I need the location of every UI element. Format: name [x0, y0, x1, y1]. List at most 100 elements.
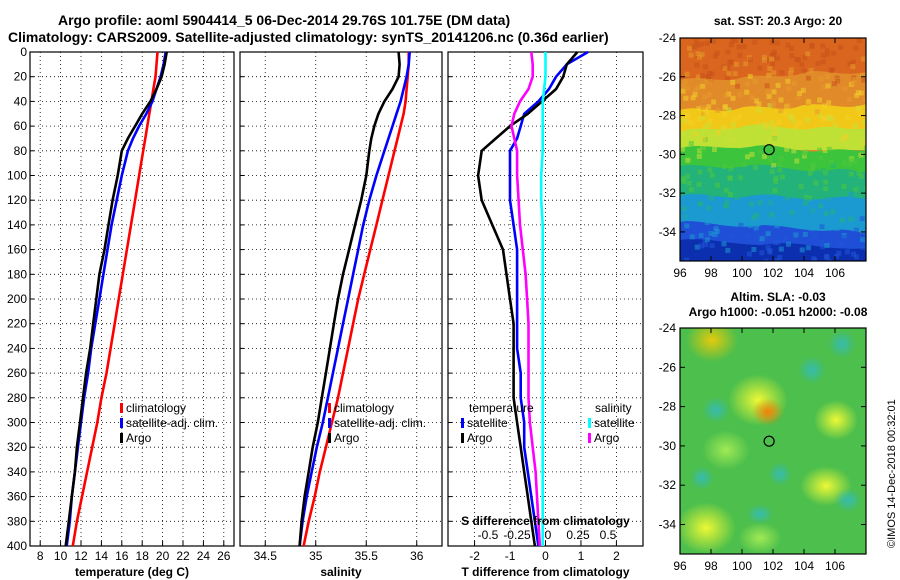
argo-position-marker	[763, 144, 775, 156]
sst-pixel	[773, 179, 779, 185]
sst-pixel	[778, 209, 784, 215]
x-tick-label: 24	[197, 549, 211, 563]
sst-pixel	[696, 116, 702, 122]
sst-pixel	[777, 162, 783, 168]
sst-pixel	[762, 234, 768, 240]
temp-legend-1-swatch	[120, 418, 123, 428]
map-subtitle: Argo h1000: -0.051 h2000: -0.08	[689, 305, 868, 319]
sst-pixel	[862, 141, 866, 146]
sst-pixel	[853, 202, 859, 208]
x-axis-label: salinity	[320, 565, 362, 579]
sst-pixel	[863, 204, 866, 210]
sst-pixel	[696, 153, 702, 159]
sst-pixel	[763, 258, 769, 261]
sst-pixel	[725, 136, 731, 142]
sst-pixel	[749, 95, 755, 101]
x-axis-label: T difference from climatology	[461, 565, 629, 579]
sst-pixel	[693, 39, 699, 45]
sst-pixel	[725, 49, 731, 55]
sst-pixel	[814, 109, 820, 115]
sst-pixel	[857, 110, 863, 116]
sst-pixel	[841, 235, 847, 241]
sst-pixel	[863, 183, 866, 189]
sst-pixel	[685, 114, 691, 119]
sst-pixel	[722, 65, 728, 71]
top-tick-label: -0.25	[503, 528, 531, 542]
sst-pixel	[694, 62, 700, 68]
sst-pixel	[780, 174, 785, 180]
sst-pixel	[726, 71, 732, 77]
sst-pixel	[823, 206, 829, 212]
sst-pixel	[699, 52, 705, 58]
sst-pixel	[851, 77, 857, 83]
sst-pixel	[684, 223, 690, 229]
sst-pixel	[755, 221, 761, 227]
sst-pixel	[775, 239, 781, 245]
sst-pixel	[818, 155, 824, 161]
sst-pixel	[854, 218, 860, 224]
sst-pixel	[708, 187, 714, 193]
sst-pixel	[742, 162, 748, 168]
sst-pixel	[822, 148, 828, 153]
sst-pixel	[821, 84, 827, 90]
top-tick-label: 0	[545, 528, 552, 542]
sst-pixel	[791, 148, 797, 154]
sst-pixel	[769, 212, 775, 218]
sst-pixel	[771, 89, 777, 95]
sst-pixel	[858, 152, 864, 158]
sst-pixel	[714, 228, 720, 234]
sst-pixel	[795, 94, 801, 100]
sst-pixel	[680, 176, 686, 182]
map-y-tick-label: -28	[659, 109, 677, 123]
sst-pixel	[744, 256, 750, 261]
sst-pixel	[774, 40, 780, 46]
sst-pixel	[706, 70, 712, 76]
sst-pixel	[746, 128, 752, 133]
sst-pixel	[850, 64, 856, 70]
sst-pixel	[757, 200, 763, 206]
sst-pixel	[782, 236, 787, 242]
sst-pixel	[807, 170, 813, 176]
sst-pixel	[789, 46, 794, 51]
sst-pixel	[761, 138, 767, 144]
sst-pixel	[831, 81, 837, 87]
sst-pixel	[737, 92, 743, 98]
sst-pixel	[854, 93, 860, 99]
sst-pixel	[800, 87, 806, 93]
sst-pixel	[787, 181, 793, 187]
sst-pixel	[725, 75, 731, 81]
sst-pixel	[772, 240, 778, 246]
sst-pixel	[833, 176, 839, 182]
y-tick-label: 140	[7, 218, 27, 232]
sst-pixel	[819, 224, 825, 230]
sst-pixel	[735, 83, 740, 89]
sst-pixel	[791, 81, 797, 86]
sst-pixel	[810, 162, 816, 168]
sst-pixel	[753, 225, 759, 231]
sst-pixel	[701, 147, 707, 153]
series-climatology	[302, 52, 411, 547]
sst-pixel	[769, 215, 775, 221]
sst-pixel	[730, 209, 736, 214]
map-x-tick-label: 104	[794, 266, 814, 280]
sst-pixel	[697, 137, 702, 143]
sst-pixel	[825, 83, 831, 89]
sst-pixel	[688, 186, 694, 192]
diff-legend-sal-satellite: satellite	[594, 416, 635, 430]
sst-pixel	[847, 61, 853, 67]
sst-pixel	[849, 157, 854, 163]
sst-pixel	[813, 180, 819, 186]
sst-pixel	[704, 237, 710, 243]
sst-pixel	[778, 246, 784, 252]
sst-pixel	[809, 44, 815, 49]
y-tick-label: 280	[7, 391, 27, 405]
sst-pixel	[824, 254, 830, 260]
sst-pixel	[712, 188, 718, 194]
sst-pixel	[769, 52, 775, 58]
sst-pixel	[741, 44, 747, 50]
sst-pixel	[699, 243, 704, 249]
sst-pixel	[728, 234, 734, 240]
sst-pixel	[706, 104, 712, 110]
sst-pixel	[703, 242, 709, 248]
sst-pixel	[737, 175, 743, 181]
